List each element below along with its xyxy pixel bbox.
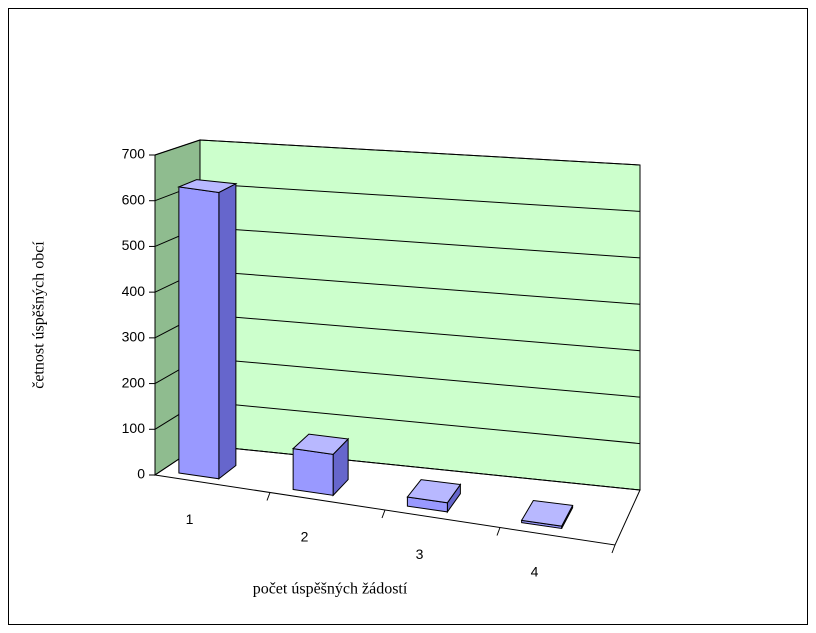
bar-front — [292, 448, 334, 496]
x-tick — [266, 492, 271, 501]
x-tick — [496, 527, 501, 536]
grid-line — [154, 139, 641, 166]
bar-front — [178, 186, 220, 480]
y-axis-title: četnost úspěšných obcí — [31, 241, 48, 389]
x-tick — [381, 509, 386, 519]
x-tick — [611, 544, 616, 554]
x-tick-label: 4 — [531, 563, 539, 579]
bar-top — [292, 433, 350, 455]
y-tick-label: 300 — [122, 329, 146, 345]
plot-area: 0 100 200 300 400 500 600 700 1 2 3 4 — [122, 139, 641, 579]
bar-side — [218, 182, 237, 480]
x-axis-title: počet úspěšných žádostí — [253, 581, 408, 598]
y-tick-label: 100 — [122, 420, 146, 436]
y-tick-label: 600 — [122, 191, 146, 207]
y-tick-label: 500 — [122, 237, 146, 253]
y-tick-label: 400 — [122, 283, 146, 299]
y-tick-label: 700 — [122, 146, 146, 162]
x-tick-label: 2 — [301, 528, 309, 544]
x-tick-label: 1 — [186, 511, 194, 527]
bar-top — [520, 499, 574, 527]
x-tick-label: 3 — [416, 546, 424, 562]
bar-top — [406, 479, 462, 504]
y-tick-label: 0 — [137, 466, 145, 482]
bar-top — [176, 179, 238, 193]
y-tick-label: 200 — [122, 374, 146, 390]
